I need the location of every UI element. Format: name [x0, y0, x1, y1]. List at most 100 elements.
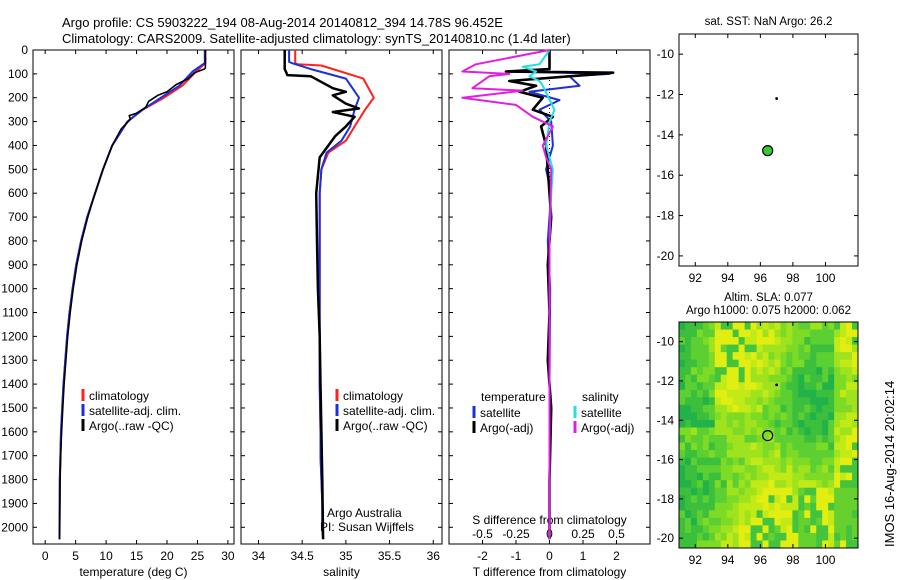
x-tick-label: 34 — [252, 549, 266, 563]
sla-cell — [714, 359, 722, 368]
sla-cell — [738, 472, 746, 481]
sla-cell — [738, 435, 746, 444]
sla-cell — [816, 367, 823, 376]
sla-cell — [696, 457, 704, 466]
sla-cell — [684, 487, 692, 496]
sla-cell — [684, 495, 692, 504]
sla-cell — [690, 419, 698, 428]
sla-cell — [714, 525, 722, 534]
y-tick-label: 400 — [8, 138, 28, 152]
sla-cell — [786, 480, 793, 489]
sla-cell — [744, 382, 752, 391]
sla-cell — [690, 367, 698, 376]
sla-cell — [786, 344, 793, 353]
sla-cell — [726, 532, 734, 541]
sla-cell — [696, 465, 704, 474]
sla-cell — [852, 510, 859, 519]
legend-label: Argo(..raw -QC) — [89, 419, 174, 433]
y-tick-label: 1800 — [1, 473, 28, 487]
sla-cell — [679, 374, 686, 383]
sla-cell — [774, 502, 781, 511]
sla-cell — [756, 337, 764, 346]
sla-cell — [768, 427, 775, 436]
sla-cell — [708, 435, 716, 444]
legend-label: satellite-adj. clim. — [343, 404, 435, 418]
sla-cell — [852, 435, 859, 444]
sla-cell — [702, 382, 710, 391]
y-tick-label: -10 — [657, 47, 675, 61]
sla-cell — [720, 517, 728, 526]
y-tick-label: 1200 — [1, 329, 28, 343]
sla-cell — [774, 465, 781, 474]
sla-cell — [732, 389, 740, 398]
sla-cell — [720, 412, 728, 421]
sla-cell — [816, 517, 823, 526]
sla-cell — [816, 397, 823, 406]
sla-cell — [720, 344, 728, 353]
sla-cell — [810, 540, 817, 549]
sla-cell — [804, 525, 811, 534]
x-tick-label: -2 — [477, 549, 488, 563]
sla-cell — [792, 487, 799, 496]
sla-cell — [816, 359, 823, 368]
sla-cell — [750, 397, 758, 406]
sla-cell — [828, 419, 835, 428]
sla-cell — [679, 359, 686, 368]
sla-cell — [798, 344, 805, 353]
sla-cell — [804, 412, 811, 421]
sla-cell — [738, 442, 746, 451]
y-tick-label: 1100 — [2, 306, 28, 320]
sla-cell — [720, 419, 728, 428]
y-tick-label: 1700 — [1, 449, 28, 463]
sla-cell — [780, 480, 787, 489]
sla-cell — [792, 352, 799, 361]
sla-cell — [846, 525, 853, 534]
sla-cell — [708, 404, 716, 413]
sla-cell — [852, 502, 859, 511]
sla-cell — [714, 367, 722, 376]
sla-cell — [702, 427, 710, 436]
sla-cell — [834, 435, 841, 444]
sla-cell — [798, 367, 805, 376]
sla-cell — [846, 322, 853, 331]
sla-cell — [774, 397, 781, 406]
sla-cell — [828, 517, 835, 526]
sla-cell — [774, 510, 781, 519]
sla-cell — [804, 389, 811, 398]
sla-cell — [834, 419, 841, 428]
sla-cell — [828, 412, 835, 421]
map-subtitle: Argo h1000: 0.075 h2000: 0.062 — [686, 305, 851, 317]
sla-cell — [738, 465, 746, 474]
sla-cell — [720, 435, 728, 444]
sla-cell — [786, 457, 793, 466]
sla-cell — [679, 442, 686, 451]
x-tick-label: 35.5 — [378, 549, 402, 563]
x-tick-label: 36 — [427, 549, 441, 563]
sla-cell — [726, 329, 734, 338]
sla-cell — [768, 352, 775, 361]
sla-cell — [708, 329, 716, 338]
sla-cell — [762, 389, 769, 398]
sla-cell — [792, 540, 799, 549]
sla-cell — [738, 487, 746, 496]
sla-cell — [720, 382, 728, 391]
sla-cell — [702, 517, 710, 526]
sla-cell — [852, 540, 859, 549]
sla-cell — [714, 457, 722, 466]
x-tick-label: 25 — [191, 549, 205, 563]
sla-cell — [738, 382, 746, 391]
sla-cell — [774, 495, 781, 504]
sla-cell — [834, 510, 841, 519]
sla-cell — [738, 427, 746, 436]
sla-cell — [756, 487, 764, 496]
sla-cell — [696, 472, 704, 481]
sla-cell — [810, 322, 817, 331]
sla-cell — [804, 404, 811, 413]
sla-cell — [786, 412, 793, 421]
sla-cell — [834, 532, 841, 541]
sla-cell — [762, 404, 769, 413]
sla-cell — [786, 322, 793, 331]
sla-cell — [834, 374, 841, 383]
sla-cell — [720, 367, 728, 376]
sla-cell — [738, 412, 746, 421]
